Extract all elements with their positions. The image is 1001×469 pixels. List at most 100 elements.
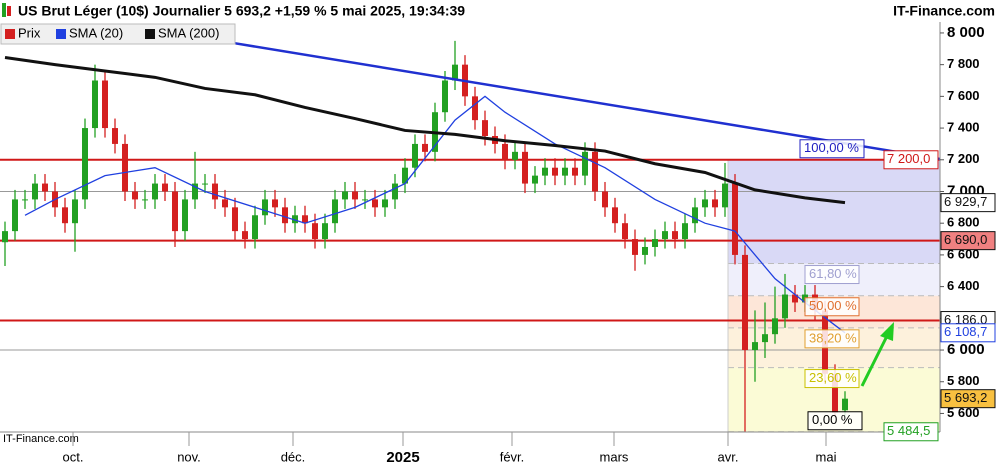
arrow [860, 322, 894, 387]
candle-body [602, 191, 608, 208]
candle-body [172, 191, 178, 232]
fib-label: 50,00 % [809, 298, 857, 313]
fib-label-box [804, 369, 860, 389]
candle-body [682, 223, 688, 240]
arrow-line [860, 335, 889, 387]
x-tick-label: oct. [63, 449, 84, 464]
candle-body [312, 223, 318, 240]
candle-body [352, 191, 358, 200]
candle-body [32, 183, 38, 200]
candle-body [592, 151, 598, 192]
candle-body [552, 167, 558, 176]
fib-label: 61,80 % [809, 266, 857, 281]
x-tick-label: avr. [718, 449, 739, 464]
candle-body [612, 207, 618, 224]
price-label-box [940, 193, 996, 213]
candle-body [372, 199, 378, 208]
candle-body [572, 167, 578, 176]
candle-body [192, 183, 198, 200]
candle-body [662, 231, 668, 240]
candle-body [22, 199, 28, 201]
candle-body [272, 199, 278, 208]
candle-body [262, 199, 268, 216]
candle-body [142, 199, 148, 201]
arrow-head [880, 322, 894, 341]
y-tick-label: 7 800 [947, 56, 980, 71]
candle-body [532, 175, 538, 184]
source: IT-Finance.com [893, 3, 995, 19]
candle-body [792, 294, 798, 303]
candle-body [732, 183, 738, 255]
candle-body [712, 199, 718, 208]
candle-body [202, 183, 208, 185]
candle-body [122, 143, 128, 192]
y-tick-label: 7 400 [947, 120, 980, 135]
price-label: 6 108,7 [944, 324, 987, 339]
price-label: 5 693,2 [944, 390, 987, 405]
x-tick-label: déc. [281, 449, 306, 464]
candle-body [452, 64, 458, 81]
price-label-box [883, 422, 939, 442]
x-tick-label: 2025 [386, 449, 419, 466]
candle-body [92, 80, 98, 129]
candle-body [342, 191, 348, 200]
price-label: 5 484,5 [887, 423, 930, 438]
fib-label-box [804, 329, 860, 349]
candle-body [482, 120, 488, 136]
y-tick-label: 7 600 [947, 88, 980, 103]
fib-label-box [804, 265, 860, 285]
fib-label: 0,00 % [812, 412, 853, 427]
candle-body [512, 151, 518, 160]
candle-body [632, 239, 638, 255]
candle-body [182, 199, 188, 232]
candle-body [292, 215, 298, 224]
candle-body [162, 183, 168, 192]
candle-body [842, 398, 848, 411]
candle-body [232, 207, 238, 232]
candle-body [402, 167, 408, 184]
candle-body [422, 143, 428, 152]
candle-body [692, 207, 698, 224]
candle-body [642, 246, 648, 255]
y-tick-label: 5 600 [947, 405, 980, 420]
candle-body [222, 199, 228, 208]
candle-body [652, 239, 658, 247]
y-tick-label: 7 200 [947, 151, 980, 166]
candle-body [332, 199, 338, 224]
candle-body [522, 151, 528, 184]
y-tick-label: 6 400 [947, 278, 980, 293]
candle-body [582, 151, 588, 176]
price-label-box [940, 323, 996, 343]
price-label: 6 186,0 [944, 312, 987, 327]
candle-body [362, 199, 368, 201]
price-label-box [883, 150, 939, 170]
candle-body [82, 128, 88, 200]
price-label: 7 200,0 [887, 151, 930, 166]
watermark: IT-Finance.com [3, 433, 79, 445]
candle-body [672, 231, 678, 240]
y-tick-label: 6 800 [947, 215, 980, 230]
candle-body [742, 254, 748, 351]
chart-title: US Brut Léger (10$) Journalier 5 693,2 +… [18, 3, 465, 19]
x-tick-label: mars [600, 449, 629, 464]
candle-body [382, 199, 388, 208]
legend-label: SMA (200) [158, 25, 219, 40]
fib-label-box [804, 297, 860, 317]
sma-line [4, 56, 846, 205]
candle-body [242, 231, 248, 240]
candle-body [702, 199, 708, 208]
legend-swatch [5, 29, 15, 39]
candle-body [832, 373, 838, 413]
price-label: 6 690,0 [944, 232, 987, 247]
candle-body [772, 318, 778, 335]
y-tick-label: 6 000 [947, 341, 985, 358]
fib-label-box [799, 139, 865, 159]
candle-body [762, 334, 768, 343]
candle-body [442, 80, 448, 113]
candle-body [722, 183, 728, 208]
candle-body [102, 80, 108, 129]
icon [7, 6, 11, 16]
x-tick-label: févr. [500, 449, 525, 464]
candle-body [112, 128, 118, 144]
